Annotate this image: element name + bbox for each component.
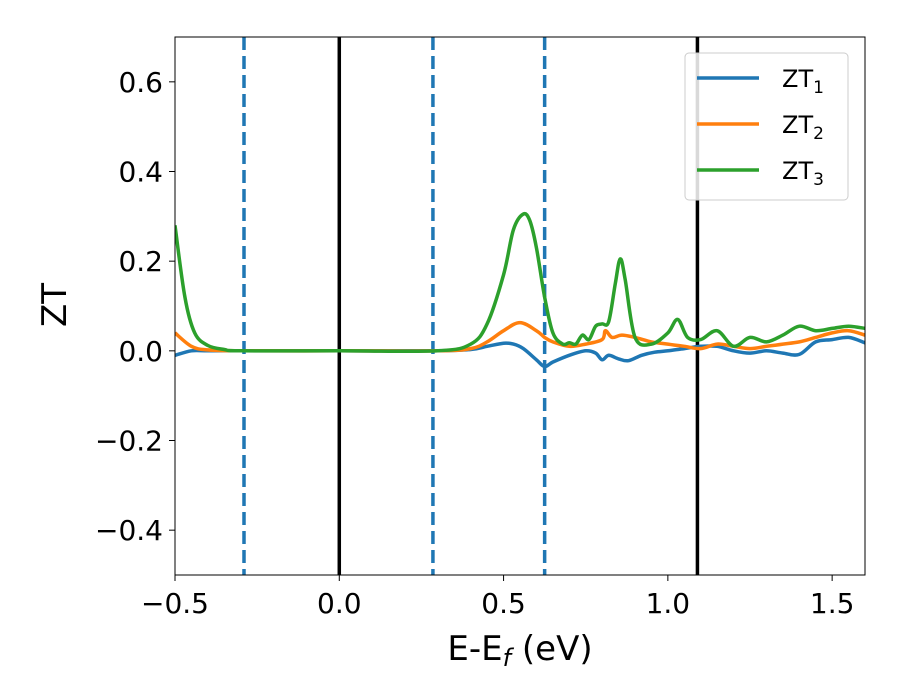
x-tick-label: −0.5	[141, 587, 209, 620]
legend-label-3: ZT3	[782, 157, 824, 190]
x-tick-label: 1.0	[646, 587, 691, 620]
axis-ticks: −0.5 0.0 0.5 1.0 1.5 −0.4 −0.2 0.0 0.2 0.4 0.6	[95, 66, 854, 620]
legend-box	[684, 52, 849, 201]
legend-label-1: ZT1	[782, 65, 824, 98]
plot-area	[174, 36, 866, 576]
y-tick-label: −0.2	[95, 425, 163, 458]
legend: ZT1 ZT2 ZT3	[684, 52, 849, 201]
legend-label-2: ZT2	[782, 111, 824, 144]
plot-frame	[174, 36, 866, 576]
x-tick-label: 0.0	[317, 587, 362, 620]
x-axis-label: E-Ef (eV)	[447, 629, 592, 672]
x-tick-label: 0.5	[481, 587, 526, 620]
series-lines	[175, 211, 865, 369]
y-tick-label: 0.2	[118, 245, 163, 278]
y-axis-label: ZT	[35, 283, 75, 327]
x-tick-label: 1.5	[810, 587, 855, 620]
series-line-3	[175, 211, 865, 354]
y-tick-label: 0.4	[118, 156, 163, 189]
y-tick-label: 0.0	[118, 335, 163, 368]
y-tick-label: 0.6	[118, 66, 163, 99]
y-tick-label: −0.4	[95, 514, 163, 547]
